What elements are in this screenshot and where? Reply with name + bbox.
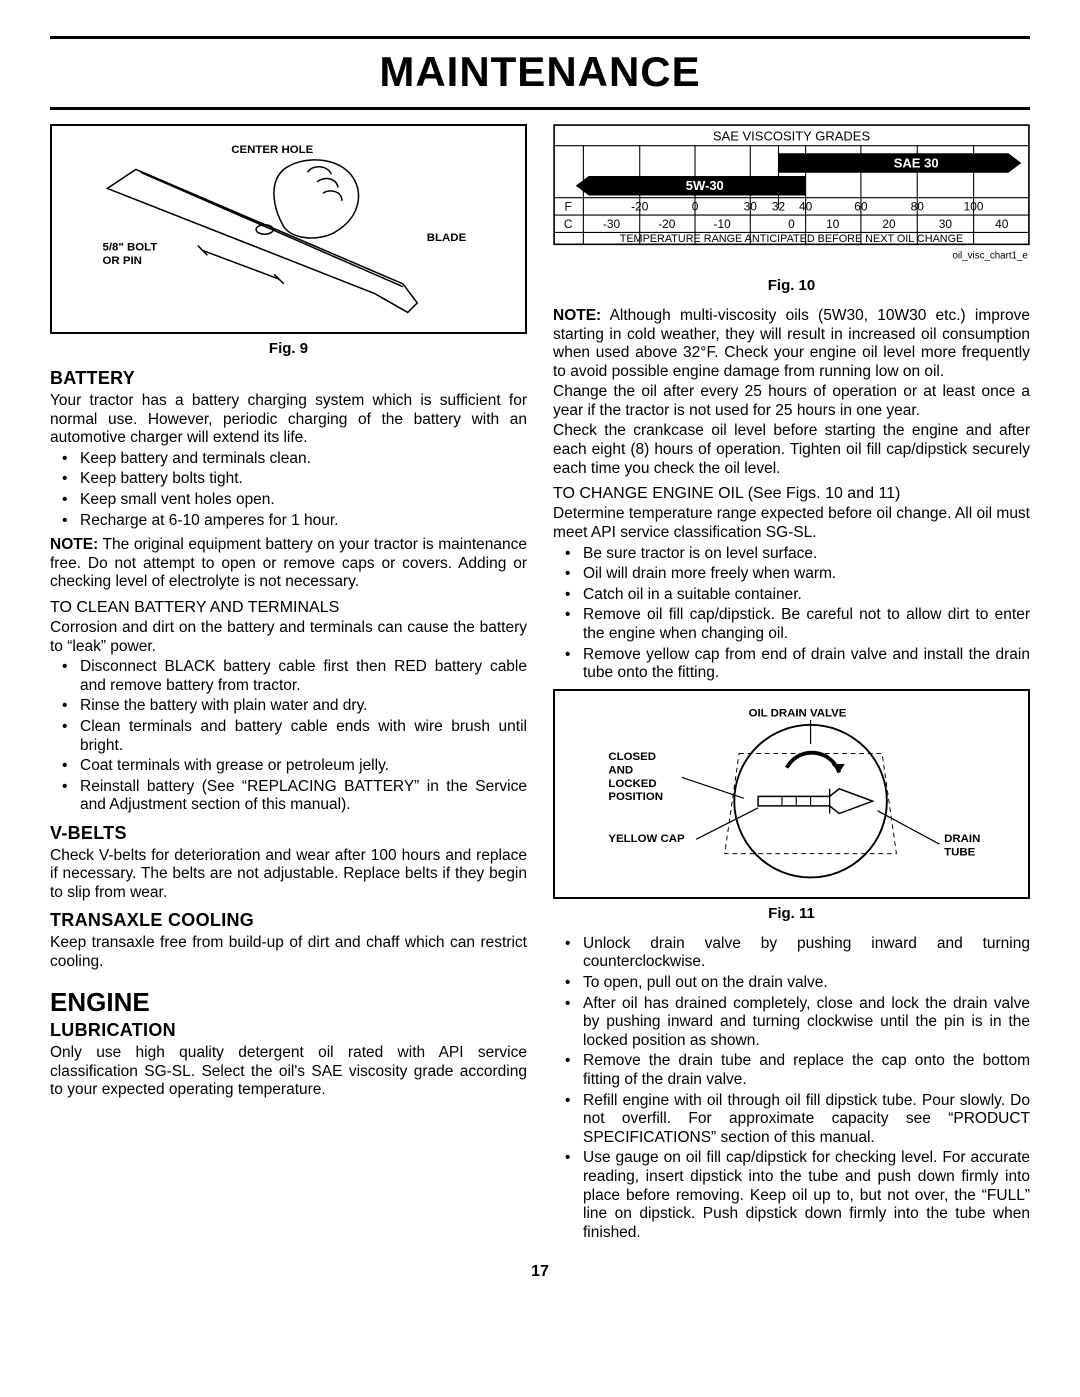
lubrication-heading: LUBRICATION [50, 1020, 527, 1042]
fig10-caption: Fig. 10 [553, 277, 1030, 295]
svg-text:60: 60 [854, 200, 868, 214]
5w30-bar: 5W-30 [576, 176, 806, 196]
fig11-label-yellow: YELLOW CAP [608, 833, 685, 845]
svg-text:-10: -10 [714, 217, 732, 231]
list-item: Keep battery bolts tight. [50, 470, 527, 489]
top-rule [50, 36, 1030, 39]
lubrication-text: Only use high quality detergent oil rate… [50, 1044, 527, 1100]
engine-heading: ENGINE [50, 987, 527, 1018]
svg-text:5W-30: 5W-30 [686, 179, 724, 194]
transaxle-text: Keep transaxle free from build-up of dir… [50, 934, 527, 971]
list-item: Use gauge on oil fill cap/dipstick for c… [553, 1149, 1030, 1242]
svg-text:C: C [564, 217, 573, 231]
fig9-label-bolt-1: 5/8" BOLT [103, 242, 158, 254]
svg-text:0: 0 [788, 217, 795, 231]
svg-text:POSITION: POSITION [608, 791, 663, 803]
fig11-box: OIL DRAIN VALVE CLOSED AND LOCKED POSITI… [553, 689, 1030, 899]
svg-text:-30: -30 [603, 217, 621, 231]
list-item: Keep battery and terminals clean. [50, 450, 527, 469]
list-item: Keep small vent holes open. [50, 491, 527, 510]
svg-text:CLOSED: CLOSED [608, 751, 656, 763]
list-item: Be sure tractor is on level surface. [553, 545, 1030, 564]
svg-text:20: 20 [882, 217, 896, 231]
list-item: Catch oil in a suitable container. [553, 586, 1030, 605]
vbelts-heading: V-BELTS [50, 823, 527, 845]
list-item: After oil has drained completely, close … [553, 995, 1030, 1051]
list-item: Remove yellow cap from end of drain valv… [553, 646, 1030, 683]
battery-bullets: Keep battery and terminals clean. Keep b… [50, 450, 527, 530]
transaxle-heading: TRANSAXLE COOLING [50, 910, 527, 932]
oil-change-bullets-2: Unlock drain valve by pushing inward and… [553, 935, 1030, 1243]
oilchart-title: SAE VISCOSITY GRADES [713, 129, 871, 144]
list-item: Refill engine with oil through oil fill … [553, 1092, 1030, 1148]
list-item: Unlock drain valve by pushing inward and… [553, 935, 1030, 972]
list-item: Remove oil fill cap/dipstick. Be careful… [553, 606, 1030, 643]
battery-note: NOTE: The original equipment battery on … [50, 536, 527, 592]
svg-text:100: 100 [964, 200, 984, 214]
oil-change-p1: Change the oil after every 25 hours of o… [553, 383, 1030, 420]
svg-text:32: 32 [772, 200, 786, 214]
fig11-illustration: OIL DRAIN VALVE CLOSED AND LOCKED POSITI… [565, 701, 1018, 887]
svg-text:SAE 30: SAE 30 [894, 156, 939, 171]
svg-text:40: 40 [995, 217, 1009, 231]
svg-text:TUBE: TUBE [944, 846, 976, 858]
under-title-rule [50, 107, 1030, 110]
vbelts-text: Check V-belts for deterioration and wear… [50, 847, 527, 903]
svg-text:0: 0 [692, 200, 699, 214]
oil-viscosity-chart: SAE VISCOSITY GRADES SAE 3 [553, 124, 1030, 265]
oil-change-p3: Determine temperature range expected bef… [553, 505, 1030, 542]
fig9-label-blade: BLADE [427, 232, 467, 244]
right-column: SAE VISCOSITY GRADES SAE 3 [553, 124, 1030, 1248]
note-text: The original equipment battery on your t… [50, 536, 527, 590]
two-column-layout: CENTER HOLE BLADE 5/8" BOLT OR PIN [50, 124, 1030, 1248]
oil-note: NOTE: Although multi-viscosity oils (5W3… [553, 307, 1030, 381]
fig11-label-valve: OIL DRAIN VALVE [749, 707, 847, 719]
svg-text:40: 40 [799, 200, 813, 214]
svg-text:80: 80 [911, 200, 925, 214]
fig9-label-bolt-2: OR PIN [103, 255, 142, 267]
fig11-caption: Fig. 11 [553, 905, 1030, 923]
svg-text:LOCKED: LOCKED [608, 778, 656, 790]
list-item: Reinstall battery (See “REPLACING BATTER… [50, 778, 527, 815]
page-title: MAINTENANCE [50, 47, 1030, 97]
svg-text:30: 30 [744, 200, 758, 214]
svg-text:DRAIN: DRAIN [944, 833, 980, 845]
note-label: NOTE: [50, 536, 98, 553]
clean-battery-intro: Corrosion and dirt on the battery and te… [50, 619, 527, 656]
oil-change-bullets-1: Be sure tractor is on level surface. Oil… [553, 545, 1030, 683]
list-item: To open, pull out on the drain valve. [553, 974, 1030, 993]
svg-text:30: 30 [939, 217, 953, 231]
list-item: Clean terminals and battery cable ends w… [50, 718, 527, 755]
svg-text:F: F [565, 200, 572, 214]
list-item: Disconnect BLACK battery cable first the… [50, 658, 527, 695]
svg-text:10: 10 [826, 217, 840, 231]
list-item: Recharge at 6-10 amperes for 1 hour. [50, 512, 527, 531]
list-item: Remove the drain tube and replace the ca… [553, 1052, 1030, 1089]
fig9-label-center-hole: CENTER HOLE [231, 145, 313, 157]
clean-battery-bullets: Disconnect BLACK battery cable first the… [50, 658, 527, 815]
left-column: CENTER HOLE BLADE 5/8" BOLT OR PIN [50, 124, 527, 1248]
svg-text:AND: AND [608, 764, 633, 776]
oil-change-p2: Check the crankcase oil level before sta… [553, 422, 1030, 478]
list-item: Oil will drain more freely when warm. [553, 565, 1030, 584]
sae30-bar: SAE 30 [778, 154, 1021, 174]
oilchart-footer: TEMPERATURE RANGE ANTICIPATED BEFORE NEX… [620, 234, 964, 246]
fig9-illustration: CENTER HOLE BLADE 5/8" BOLT OR PIN [62, 136, 515, 322]
list-item: Coat terminals with grease or petroleum … [50, 757, 527, 776]
svg-text:-20: -20 [658, 217, 676, 231]
page-number: 17 [50, 1262, 1030, 1281]
oil-chart-container: SAE VISCOSITY GRADES SAE 3 [553, 124, 1030, 271]
fig9-box: CENTER HOLE BLADE 5/8" BOLT OR PIN [50, 124, 527, 334]
note-label: NOTE: [553, 307, 601, 324]
clean-battery-heading: TO CLEAN BATTERY AND TERMINALS [50, 598, 527, 617]
battery-heading: BATTERY [50, 368, 527, 390]
fig9-caption: Fig. 9 [50, 340, 527, 358]
note-text: Although multi-viscosity oils (5W30, 10W… [553, 307, 1030, 380]
to-change-oil-heading: TO CHANGE ENGINE OIL (See Figs. 10 and 1… [553, 484, 1030, 503]
oilchart-id: oil_visc_chart1_e [952, 251, 1027, 262]
svg-text:-20: -20 [631, 200, 649, 214]
battery-intro: Your tractor has a battery charging syst… [50, 392, 527, 448]
list-item: Rinse the battery with plain water and d… [50, 697, 527, 716]
